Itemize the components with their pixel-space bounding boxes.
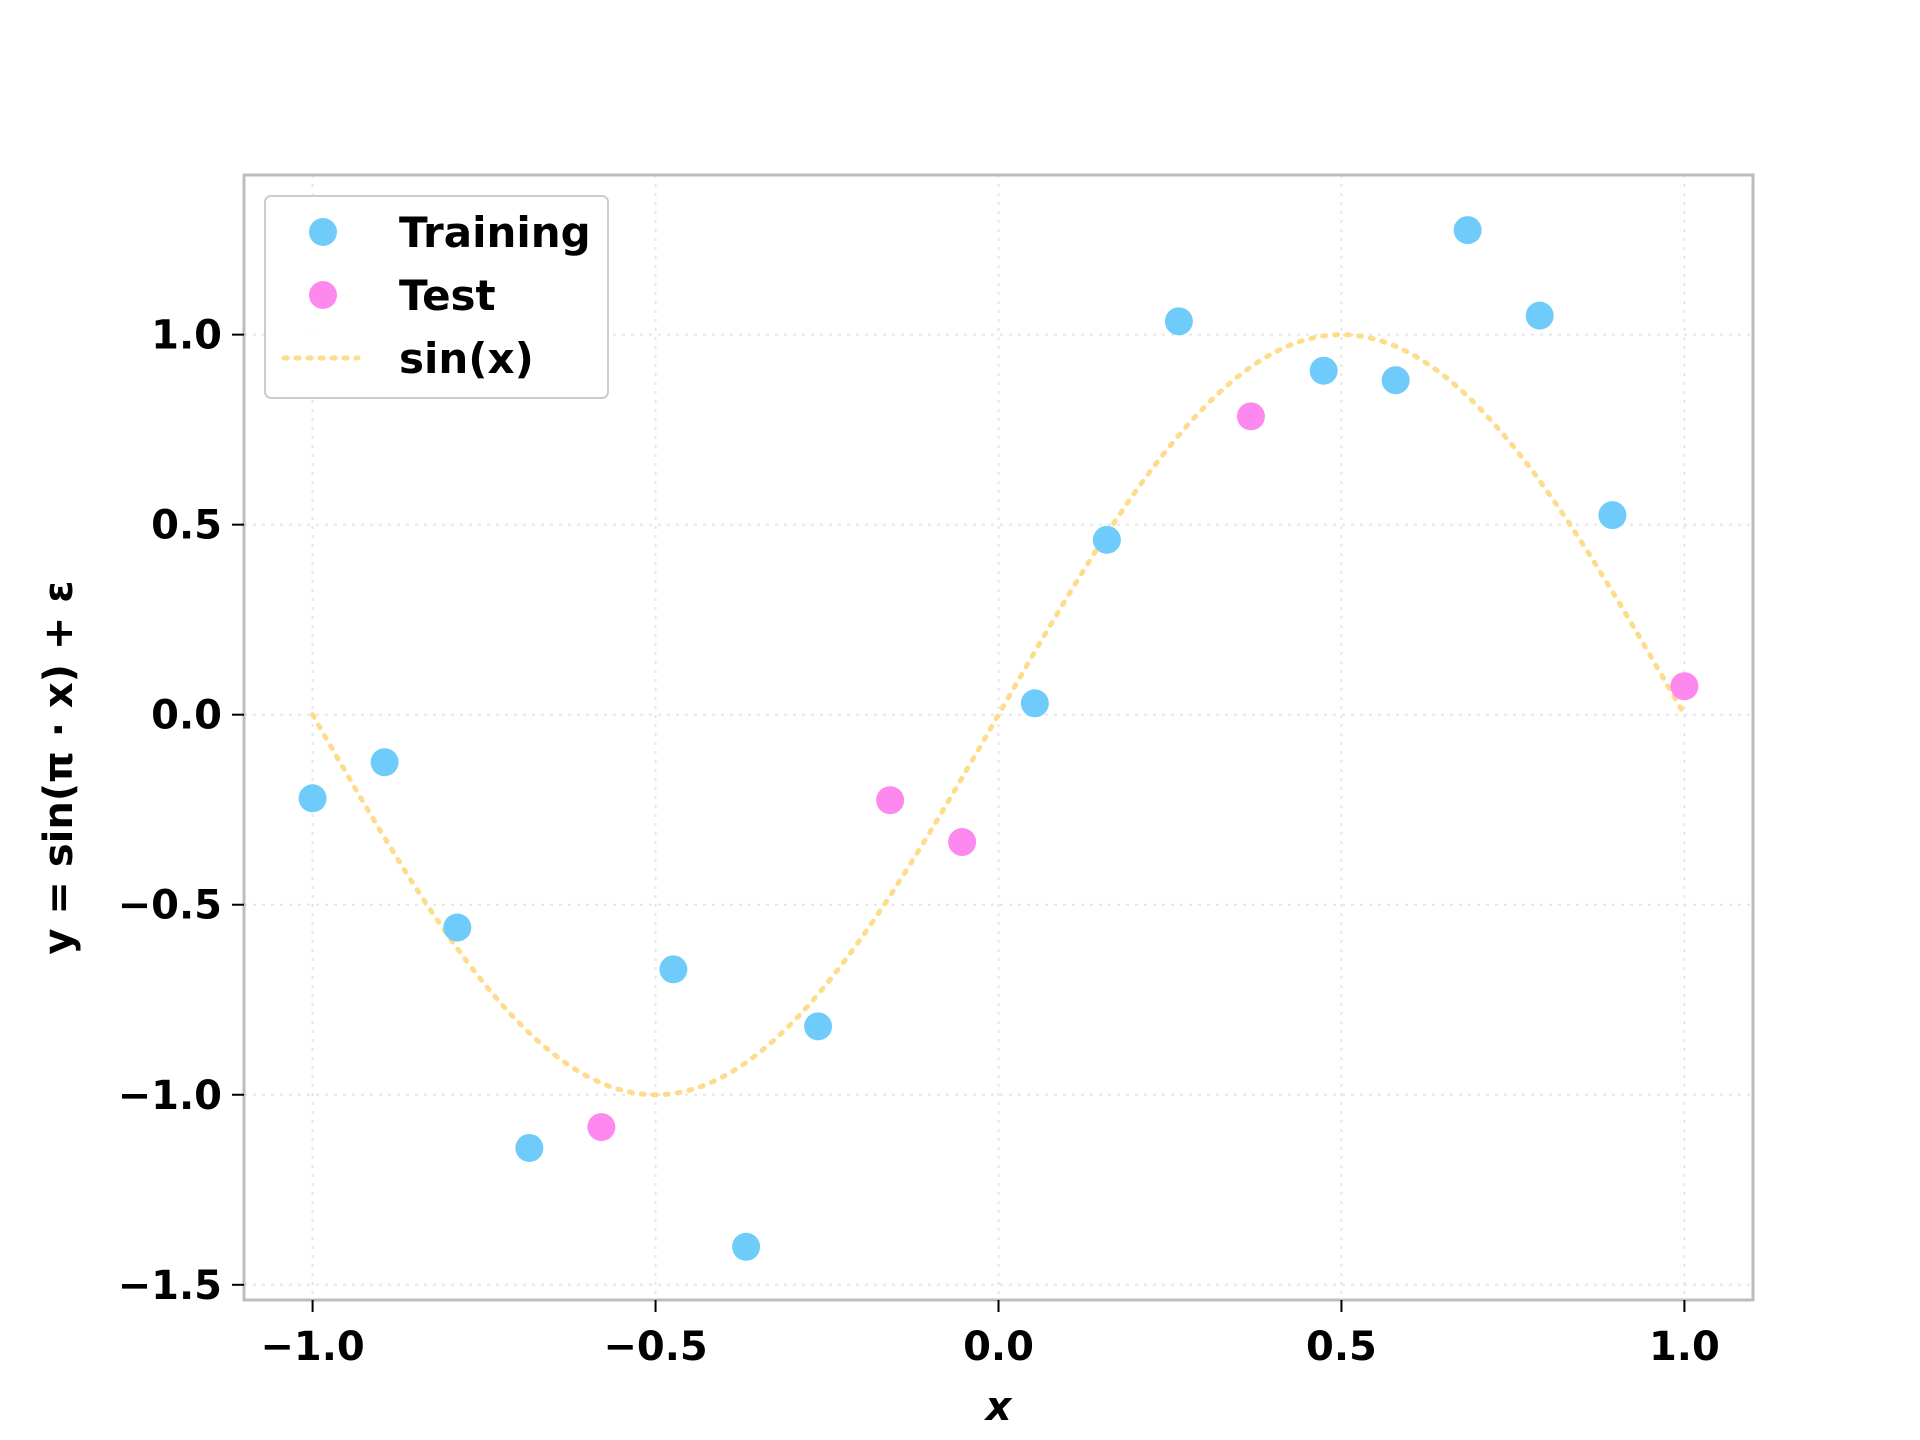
y-tick-label: 1.0 (151, 313, 222, 359)
training-point (732, 1232, 761, 1261)
training-point (1381, 366, 1410, 395)
training-point (515, 1133, 544, 1162)
training-point (659, 955, 688, 984)
x-tick-label: 0.5 (1306, 1324, 1377, 1370)
test-point (1236, 402, 1265, 431)
x-tick-label: 0.0 (963, 1324, 1034, 1370)
training-point (443, 913, 472, 942)
legend-label-test: Test (399, 271, 496, 320)
training-point (1020, 689, 1049, 718)
legend-label-training: Training (399, 208, 591, 257)
x-axis-label: x (984, 1384, 1013, 1430)
legend: Training Test sin(x) (264, 195, 609, 399)
y-tick-label: −1.5 (118, 1263, 222, 1309)
training-point (1164, 307, 1193, 336)
x-ticks: −1.0 −0.5 0.0 0.5 1.0 (260, 1300, 1720, 1370)
training-point (1092, 525, 1121, 554)
legend-label-sine: sin(x) (399, 334, 534, 383)
training-point (298, 784, 327, 813)
test-point (876, 786, 905, 815)
test-point (1670, 672, 1699, 701)
training-point (1598, 501, 1627, 530)
y-ticks: −1.5 −1.0 −0.5 0.0 0.5 1.0 (118, 313, 244, 1309)
sine-curve-layer (310, 332, 1687, 1098)
y-tick-label: 0.5 (151, 503, 222, 549)
x-tick-label: 1.0 (1649, 1324, 1720, 1370)
x-tick-label: −0.5 (603, 1324, 707, 1370)
y-tick-label: 0.0 (151, 693, 222, 739)
y-axis-label: y = sin(π · x) + ε (36, 580, 82, 954)
points-layer (298, 216, 1699, 1261)
x-tick-label: −1.0 (260, 1324, 364, 1370)
legend-marker-training (309, 218, 337, 246)
y-tick-label: −1.0 (118, 1073, 222, 1119)
legend-marker-test (309, 281, 337, 309)
y-tick-label: −0.5 (118, 883, 222, 929)
grid (244, 175, 1753, 1300)
training-point (370, 748, 399, 777)
test-point (948, 828, 977, 857)
test-point (587, 1113, 616, 1142)
training-point (1309, 356, 1338, 385)
training-point (1453, 216, 1482, 245)
training-point (804, 1012, 833, 1041)
sine-curve-line (310, 332, 1687, 1098)
legend-box (264, 195, 609, 399)
training-point (1525, 301, 1554, 330)
